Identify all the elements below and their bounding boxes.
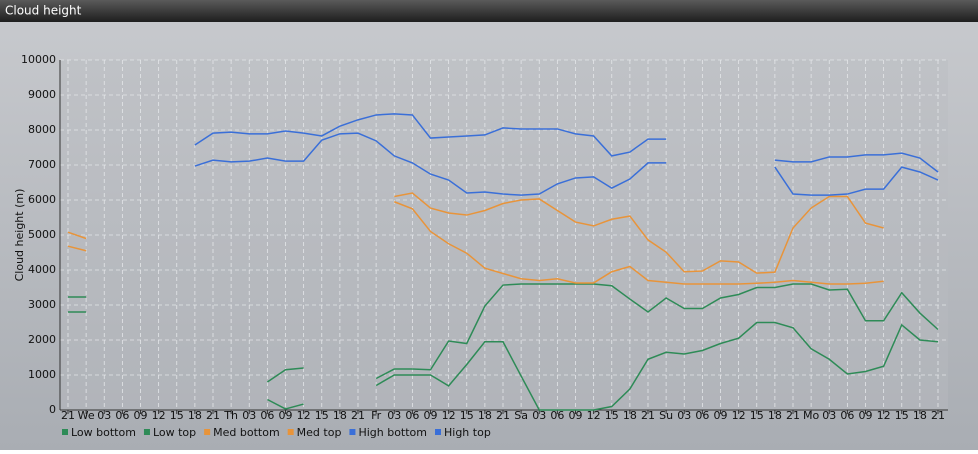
- y-tick-label: 6000: [28, 193, 56, 206]
- y-tick-label: 1000: [28, 368, 56, 381]
- x-tick-label: 15: [605, 409, 619, 422]
- x-tick-label: 21: [206, 409, 220, 422]
- x-tick-label: 12: [732, 409, 746, 422]
- legend-swatch: [62, 429, 68, 435]
- x-tick-label: 18: [188, 409, 202, 422]
- legend-swatch: [435, 429, 441, 435]
- x-tick-label: 09: [424, 409, 438, 422]
- legend-label: Med top: [297, 426, 342, 439]
- x-tick-label: 15: [170, 409, 184, 422]
- y-tick-label: 4000: [28, 263, 56, 276]
- legend-label: High bottom: [358, 426, 427, 439]
- legend-swatch: [204, 429, 211, 435]
- x-tick-label: 21: [61, 409, 75, 422]
- x-tick-label: Mo: [803, 409, 819, 422]
- series-line: [67, 201, 884, 285]
- x-tick-label: 12: [442, 409, 456, 422]
- x-tick-label: 12: [152, 409, 166, 422]
- x-tick-label: 03: [532, 409, 546, 422]
- x-tick-label: 12: [877, 409, 891, 422]
- y-axis-label: Cloud height (m): [13, 189, 26, 282]
- x-tick-label: 21: [641, 409, 655, 422]
- legend-label: Low bottom: [71, 426, 136, 439]
- series-line: [68, 283, 939, 383]
- x-tick-label: 06: [405, 409, 419, 422]
- x-tick-label: 03: [97, 409, 111, 422]
- legend-swatch: [287, 429, 294, 435]
- x-tick-label: 12: [297, 409, 311, 422]
- legend-label: Med bottom: [213, 426, 280, 439]
- x-tick-label: 18: [623, 409, 637, 422]
- x-tick-label: 15: [750, 409, 764, 422]
- x-tick-label: 15: [315, 409, 329, 422]
- x-tick-label: Sa: [514, 409, 528, 422]
- window-title: Cloud height: [5, 4, 82, 18]
- x-tick-label: 21: [786, 409, 800, 422]
- x-tick-label: 03: [677, 409, 691, 422]
- series-line: [194, 132, 939, 196]
- x-tick-label: 09: [569, 409, 583, 422]
- legend-swatch: [143, 429, 150, 435]
- x-tick-label: 09: [859, 409, 873, 422]
- legend-label: Low top: [153, 426, 196, 439]
- x-tick-label: 18: [913, 409, 927, 422]
- y-tick-label: 9000: [28, 88, 56, 101]
- x-tick-label: 21: [351, 409, 365, 422]
- legend-label: High top: [444, 426, 491, 439]
- x-tick-label: 06: [840, 409, 854, 422]
- x-tick-label: 09: [134, 409, 148, 422]
- series-line: [194, 113, 939, 173]
- x-tick-label: 18: [768, 409, 782, 422]
- x-tick-label: 03: [242, 409, 256, 422]
- legend-swatch: [349, 429, 356, 435]
- x-tick-label: 15: [460, 409, 474, 422]
- x-tick-label: 21: [931, 409, 945, 422]
- x-tick-label: Su: [659, 409, 673, 422]
- x-tick-label: 09: [714, 409, 728, 422]
- y-tick-label: 8000: [28, 123, 56, 136]
- x-tick-label: Fr: [371, 409, 382, 422]
- y-tick-label: 10000: [21, 53, 56, 66]
- x-tick-label: 06: [115, 409, 129, 422]
- x-tick-label: 12: [587, 409, 601, 422]
- x-tick-label: 18: [333, 409, 347, 422]
- x-tick-label: 21: [496, 409, 510, 422]
- series-line: [68, 311, 939, 411]
- y-tick-label: 2000: [28, 333, 56, 346]
- x-tick-label: 03: [822, 409, 836, 422]
- x-tick-label: 06: [550, 409, 564, 422]
- x-tick-label: 03: [387, 409, 401, 422]
- x-tick-label: 18: [478, 409, 492, 422]
- x-tick-label: 15: [895, 409, 909, 422]
- x-tick-label: 06: [260, 409, 274, 422]
- y-tick-label: 3000: [28, 298, 56, 311]
- y-tick-label: 7000: [28, 158, 56, 171]
- x-tick-label: 06: [695, 409, 709, 422]
- x-tick-label: 09: [279, 409, 293, 422]
- y-tick-label: 5000: [28, 228, 56, 241]
- x-tick-label: We: [78, 409, 95, 422]
- title-bar: [0, 0, 978, 22]
- series-line: [67, 192, 884, 274]
- x-tick-label: Th: [223, 409, 238, 422]
- y-tick-label: 0: [49, 403, 56, 416]
